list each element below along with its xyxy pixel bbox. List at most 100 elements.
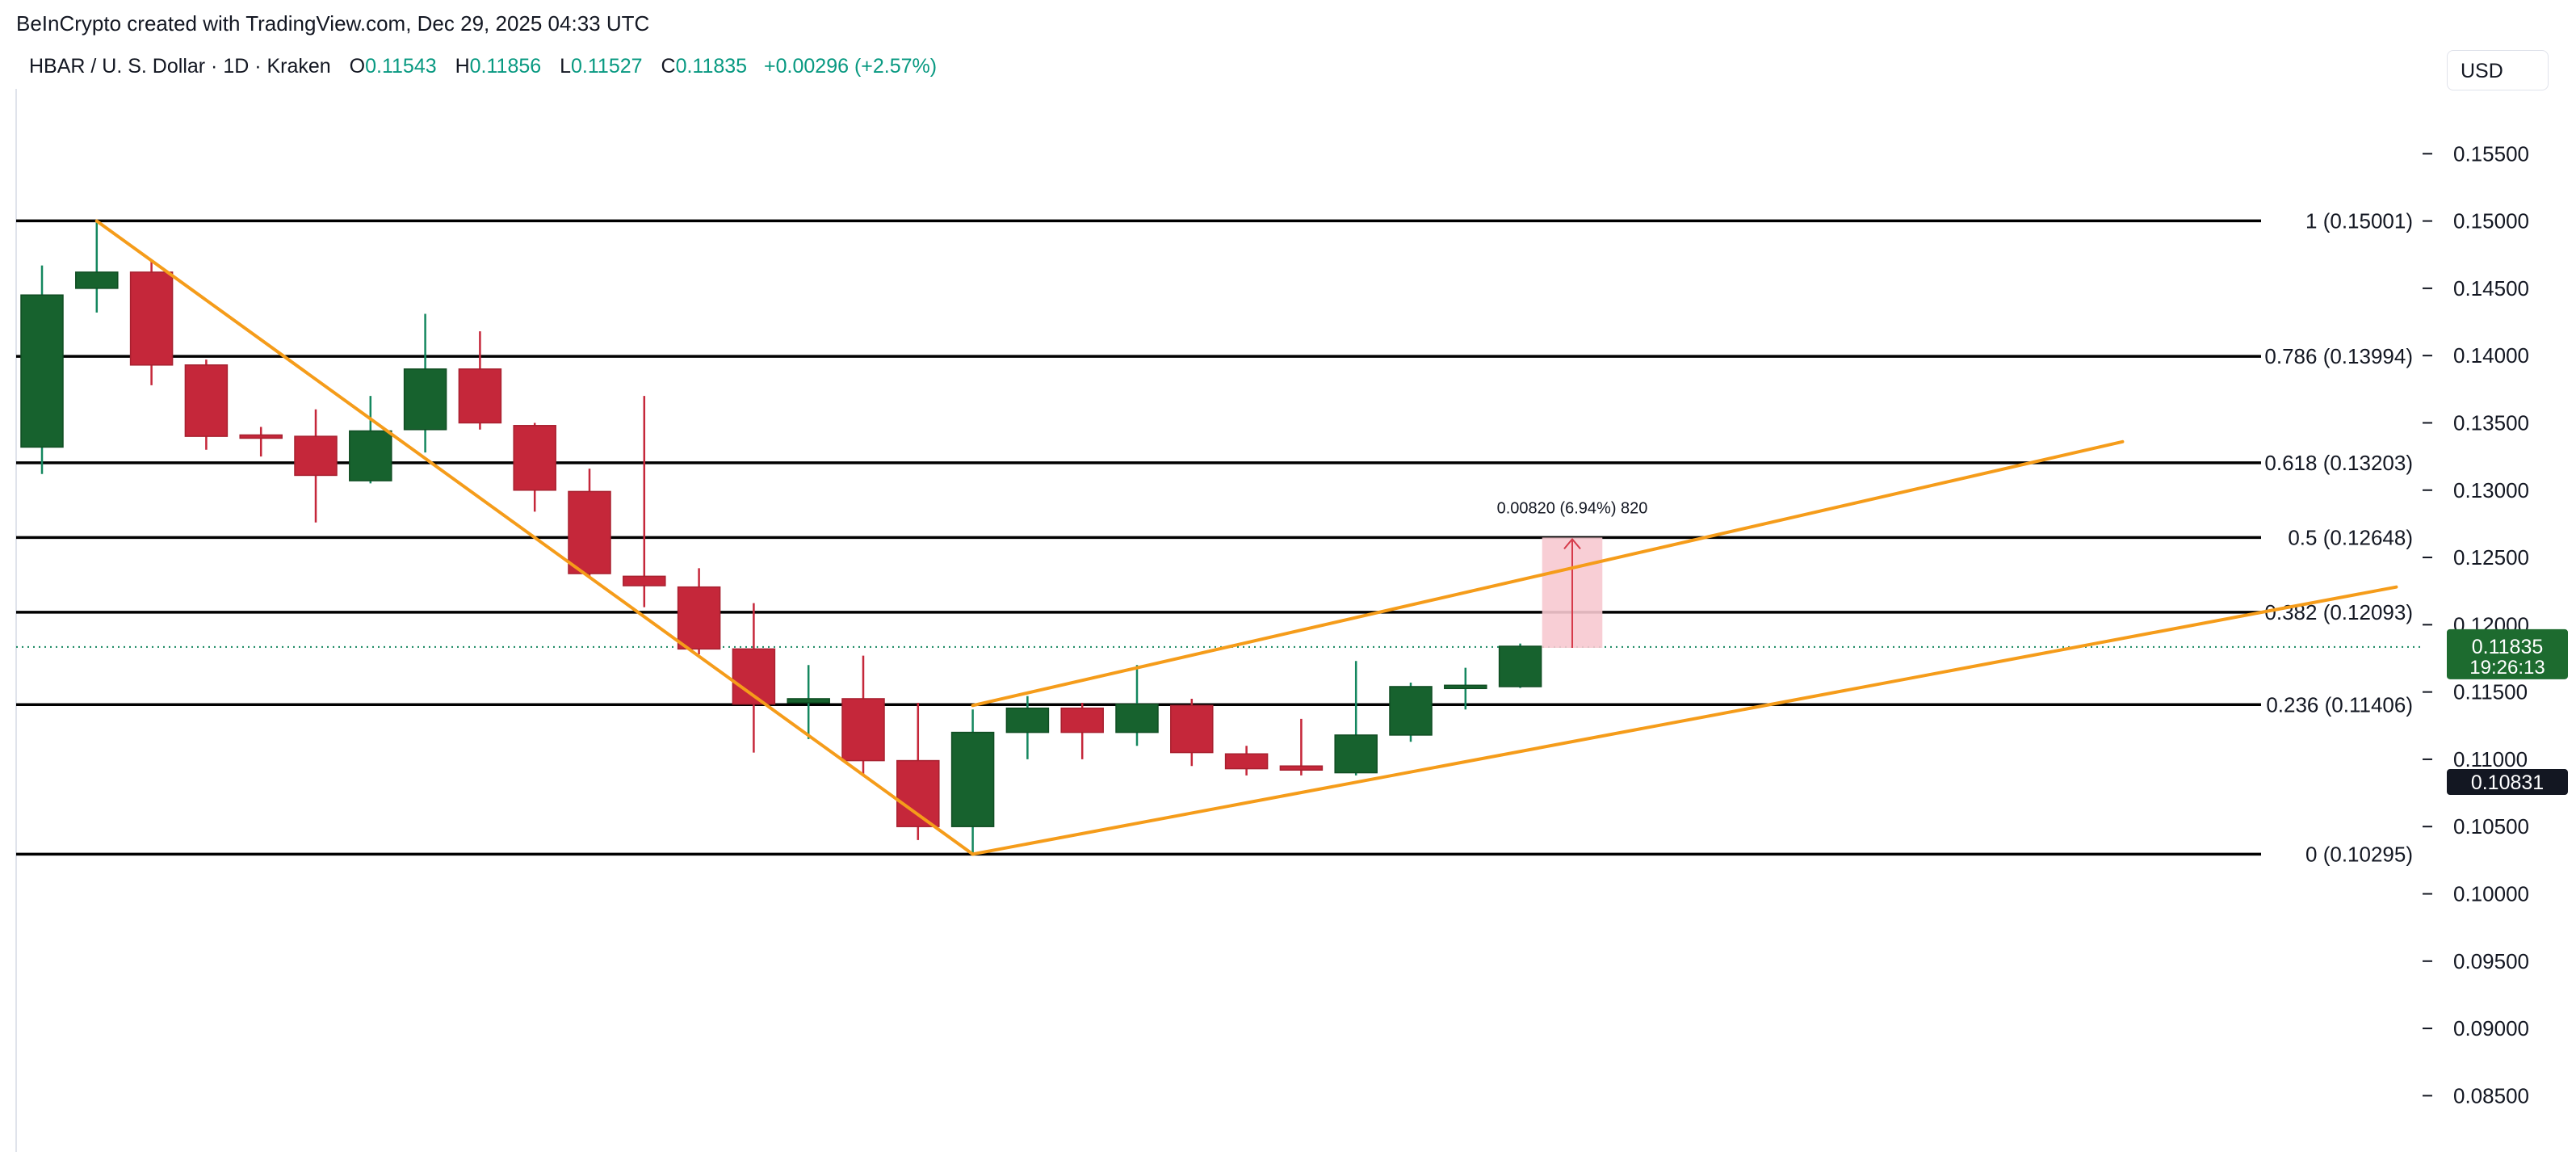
bullish-candle xyxy=(1498,643,1542,688)
candle-body xyxy=(677,586,721,650)
bearish-candle xyxy=(732,603,776,753)
bullish-candle xyxy=(403,313,447,453)
ohlc-legend: HBAR / U. S. Dollar · 1D · Kraken O0.115… xyxy=(29,55,937,78)
candle-body xyxy=(568,490,611,574)
bearish-candle xyxy=(1279,718,1324,776)
candle-body xyxy=(294,435,338,477)
trendline xyxy=(94,219,975,856)
bullish-candle xyxy=(1334,661,1378,776)
candle-body xyxy=(403,368,447,431)
fib-label: 1 (0.15001) xyxy=(2305,208,2413,233)
bearish-candle xyxy=(623,396,666,607)
high-value: 0.11856 xyxy=(469,55,542,78)
trendline xyxy=(971,439,2125,708)
y-axis-tick-label: 0.15500 xyxy=(2453,141,2529,166)
candle-body xyxy=(1005,707,1050,734)
fib-label: 0.382 (0.12093) xyxy=(2264,600,2413,624)
bearish-candle xyxy=(129,261,174,385)
fib-label: 0.786 (0.13994) xyxy=(2264,344,2413,368)
y-axis-tick-label: 0.13500 xyxy=(2453,410,2529,435)
candle-body xyxy=(184,364,229,437)
current-price-tag xyxy=(2447,628,2568,679)
candle-body xyxy=(950,731,995,827)
bullish-candle xyxy=(1444,667,1487,710)
bullish-candle xyxy=(1005,696,1050,759)
currency-button[interactable]: USD xyxy=(2447,50,2549,90)
close-value: 0.11835 xyxy=(675,55,748,78)
bearish-candle xyxy=(1170,698,1214,767)
y-axis-tick-label: 0.15000 xyxy=(2453,209,2529,233)
candle-body xyxy=(20,294,64,448)
candle-body xyxy=(1279,765,1324,771)
candle-body xyxy=(1334,734,1378,774)
marker-price-label: 0.10831 xyxy=(2471,771,2544,794)
bullish-candle xyxy=(349,396,392,484)
bearish-candle xyxy=(568,469,611,578)
measure-label: 0.00820 (6.94%) 820 xyxy=(1497,499,1648,517)
symbol-title[interactable]: HBAR / U. S. Dollar · 1D · Kraken xyxy=(29,55,331,78)
bullish-candle xyxy=(787,665,830,739)
candle-body xyxy=(1389,686,1433,736)
fib-label: 0 (0.10295) xyxy=(2305,842,2413,866)
close-label: C xyxy=(661,55,676,78)
y-axis-tick-label: 0.10500 xyxy=(2453,814,2529,839)
y-axis-tick-label: 0.11000 xyxy=(2453,747,2528,771)
bearish-candle xyxy=(896,702,940,840)
marker-price-tag xyxy=(2447,769,2568,796)
trendline xyxy=(971,585,2398,856)
bearish-candle xyxy=(458,331,502,430)
y-axis-tick-label: 0.13000 xyxy=(2453,478,2529,502)
bearish-candle xyxy=(1224,746,1269,776)
current-price-label: 0.11835 xyxy=(2472,636,2544,658)
candle-body xyxy=(75,271,119,289)
bearish-candle xyxy=(1060,702,1104,759)
fib-label: 0.236 (0.11406) xyxy=(2266,692,2413,717)
price-change: +0.00296 (+2.57%) xyxy=(764,55,938,78)
candle-body xyxy=(129,271,174,366)
bullish-candle xyxy=(20,265,64,474)
bearish-candle xyxy=(184,359,229,450)
candle-body xyxy=(623,575,666,586)
candle-body xyxy=(1224,753,1269,770)
low-label: L xyxy=(560,55,572,78)
bullish-candle xyxy=(1389,682,1433,742)
candle-body xyxy=(841,698,885,762)
bullish-candle xyxy=(75,221,119,313)
fib-label: 0.618 (0.13203) xyxy=(2264,451,2413,475)
source-caption: BeInCrypto created with TradingView.com,… xyxy=(16,11,650,36)
open-label: O xyxy=(349,55,366,78)
bearish-candle xyxy=(239,427,283,457)
candle-body xyxy=(239,434,283,439)
bearish-candle xyxy=(513,422,556,512)
bullish-candle xyxy=(1115,665,1159,746)
bearish-candle xyxy=(294,409,338,523)
y-axis-tick-label: 0.11500 xyxy=(2453,680,2528,704)
candle-body xyxy=(787,698,830,704)
open-value: 0.11543 xyxy=(365,55,437,78)
candle-body xyxy=(1115,703,1159,734)
high-label: H xyxy=(455,55,470,78)
fib-label: 0.5 (0.12648) xyxy=(2288,525,2413,549)
y-axis-tick-label: 0.12500 xyxy=(2453,545,2529,570)
y-axis-tick-label: 0.08500 xyxy=(2453,1083,2529,1108)
candle-body xyxy=(458,368,502,424)
low-value: 0.11527 xyxy=(571,55,643,78)
candle-body xyxy=(1060,707,1104,734)
candle-body xyxy=(513,425,556,491)
bullish-candle xyxy=(950,709,995,855)
y-axis-tick-label: 0.09000 xyxy=(2453,1016,2529,1040)
bearish-candle xyxy=(677,568,721,654)
measure-arrow-head xyxy=(1563,537,1581,550)
y-axis-tick-label: 0.14500 xyxy=(2453,276,2529,301)
y-axis-tick-label: 0.09500 xyxy=(2453,949,2529,973)
candle-body xyxy=(1444,684,1487,690)
candle-body xyxy=(1498,645,1542,687)
candle-countdown-label: 19:26:13 xyxy=(2469,657,2545,679)
candle-body xyxy=(1170,704,1214,754)
y-axis-tick-label: 0.14000 xyxy=(2453,343,2529,368)
candle-body xyxy=(896,759,940,827)
bearish-candle xyxy=(841,655,885,776)
candle-body xyxy=(349,430,392,481)
